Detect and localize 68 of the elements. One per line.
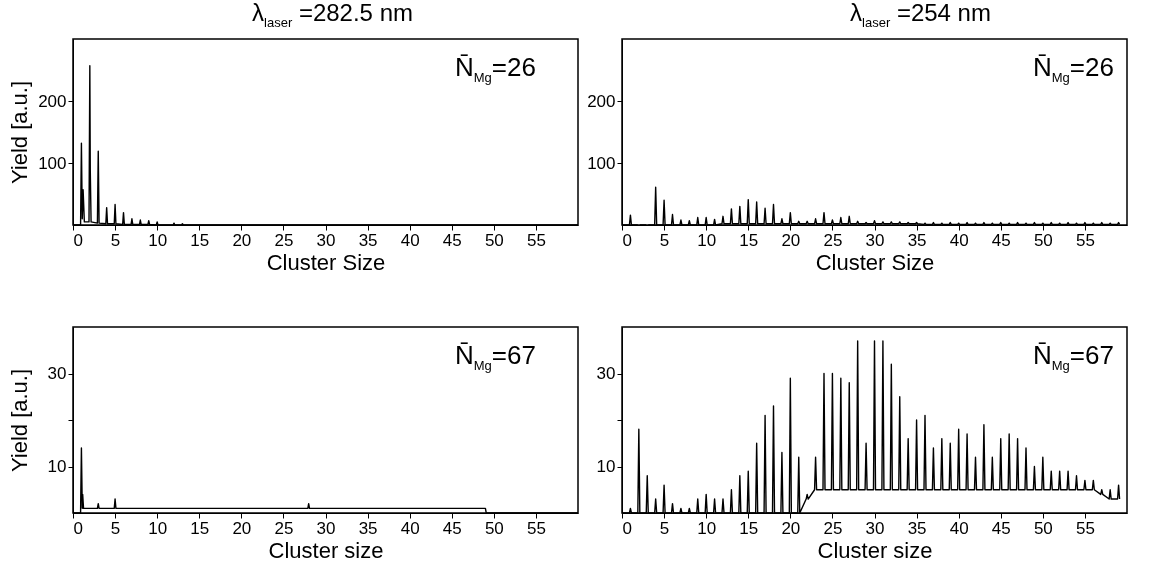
x-axis-title: Cluster size <box>268 537 384 563</box>
x-tick-label: 10 <box>697 518 717 538</box>
x-tick-label: 35 <box>907 230 927 250</box>
x-tick-label: 5 <box>110 230 121 250</box>
x-tick-label: 30 <box>865 518 885 538</box>
x-tick-label: 55 <box>526 518 546 538</box>
x-tick-label: 10 <box>148 230 168 250</box>
annotation: N̄$_{Mg}$=26 <box>1033 52 1114 86</box>
y-tick-label: 30 <box>596 364 616 383</box>
x-tick-label: 50 <box>1033 518 1053 538</box>
x-tick-label: 40 <box>949 518 969 538</box>
x-axis-title: Cluster Size <box>266 249 386 275</box>
x-tick-label: 35 <box>358 518 378 538</box>
x-tick-label: 15 <box>739 518 759 538</box>
x-tick-label: 50 <box>484 518 504 538</box>
x-tick-label: 55 <box>526 230 546 250</box>
y-tick-label: 100 <box>38 153 67 173</box>
chart-title: λ$_{laser}$ =282.5 nm <box>251 0 414 32</box>
annotation: N̄$_{Mg}$=67 <box>1033 340 1114 374</box>
x-tick-label: 50 <box>1033 230 1053 250</box>
x-tick-label: 0 <box>622 230 632 250</box>
y-tick-label: 200 <box>587 91 616 111</box>
x-tick-label: 20 <box>781 230 801 250</box>
annotation: N̄$_{Mg}$=67 <box>455 340 536 374</box>
x-tick-label: 45 <box>442 518 462 538</box>
y-axis-title: Yield [a.u.] <box>6 80 32 185</box>
x-tick-label: 20 <box>232 230 252 250</box>
x-tick-label: 25 <box>274 518 294 538</box>
x-tick-label: 5 <box>110 518 121 538</box>
x-axis-title: Cluster size <box>817 537 933 563</box>
x-tick-label: 55 <box>1075 230 1095 250</box>
y-tick-label: 10 <box>47 457 67 476</box>
x-tick-label: 5 <box>659 230 670 250</box>
y-axis-title: Yield [a.u.] <box>6 368 32 473</box>
x-tick-label: 55 <box>1075 518 1095 538</box>
x-tick-label: 40 <box>400 230 420 250</box>
x-tick-label: 5 <box>659 518 670 538</box>
x-tick-label: 35 <box>907 518 927 538</box>
x-tick-label: 15 <box>190 518 210 538</box>
y-tick-label: 10 <box>596 457 616 476</box>
x-tick-label: 25 <box>823 518 843 538</box>
x-tick-label: 25 <box>823 230 843 250</box>
x-axis-title: Cluster Size <box>815 249 935 275</box>
x-tick-label: 0 <box>622 518 632 538</box>
x-tick-label: 30 <box>865 230 885 250</box>
x-tick-label: 30 <box>316 230 336 250</box>
x-tick-label: 25 <box>274 230 294 250</box>
x-tick-label: 20 <box>232 518 252 538</box>
x-tick-label: 35 <box>358 230 378 250</box>
x-tick-label: 0 <box>73 518 83 538</box>
x-tick-label: 45 <box>991 518 1011 538</box>
y-tick-label: 100 <box>587 153 616 173</box>
annotation: N̄$_{Mg}$=26 <box>455 52 536 86</box>
x-tick-label: 45 <box>991 230 1011 250</box>
x-tick-label: 40 <box>400 518 420 538</box>
x-tick-label: 15 <box>739 230 759 250</box>
x-tick-label: 30 <box>316 518 336 538</box>
x-tick-label: 40 <box>949 230 969 250</box>
x-tick-label: 10 <box>148 518 168 538</box>
x-tick-label: 50 <box>484 230 504 250</box>
x-tick-label: 20 <box>781 518 801 538</box>
y-tick-label: 200 <box>38 91 67 111</box>
chart-title: λ$_{laser}$ =254 nm <box>849 0 992 32</box>
x-tick-label: 15 <box>190 230 210 250</box>
x-tick-label: 45 <box>442 230 462 250</box>
x-tick-label: 0 <box>73 230 83 250</box>
x-tick-label: 10 <box>697 230 717 250</box>
y-tick-label: 30 <box>47 364 67 383</box>
